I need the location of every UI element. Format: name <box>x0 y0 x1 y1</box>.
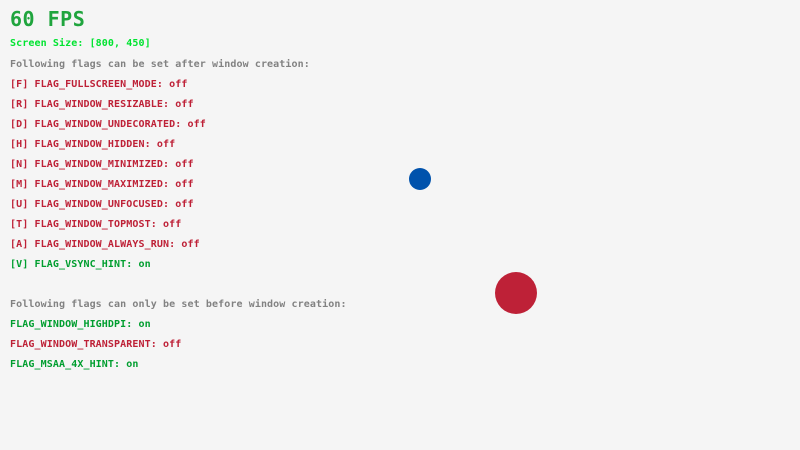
red-ball <box>495 272 537 314</box>
fps-counter: 60 FPS <box>10 7 86 31</box>
flag-window-hidden: [H] FLAG_WINDOW_HIDDEN: off <box>10 139 176 150</box>
flag-window-maximized: [M] FLAG_WINDOW_MAXIMIZED: off <box>10 179 194 190</box>
flag-window-always-run: [A] FLAG_WINDOW_ALWAYS_RUN: off <box>10 239 200 250</box>
flag-vsync-hint: [V] FLAG_VSYNC_HINT: on <box>10 259 151 270</box>
flag-window-resizable: [R] FLAG_WINDOW_RESIZABLE: off <box>10 99 194 110</box>
screen-size-label: Screen Size: [800, 450] <box>10 38 151 49</box>
blue-ball <box>409 168 431 190</box>
flag-window-topmost: [T] FLAG_WINDOW_TOPMOST: off <box>10 219 182 230</box>
section-header-after-creation: Following flags can be set after window … <box>10 59 310 70</box>
flag-window-transparent: FLAG_WINDOW_TRANSPARENT: off <box>10 339 182 350</box>
flag-window-undecorated: [D] FLAG_WINDOW_UNDECORATED: off <box>10 119 206 130</box>
flag-fullscreen-mode: [F] FLAG_FULLSCREEN_MODE: off <box>10 79 188 90</box>
flag-window-highdpi: FLAG_WINDOW_HIGHDPI: on <box>10 319 151 330</box>
flag-window-minimized: [N] FLAG_WINDOW_MINIMIZED: off <box>10 159 194 170</box>
flag-msaa-4x-hint: FLAG_MSAA_4X_HINT: on <box>10 359 139 370</box>
flag-window-unfocused: [U] FLAG_WINDOW_UNFOCUSED: off <box>10 199 194 210</box>
section-header-before-creation: Following flags can only be set before w… <box>10 299 347 310</box>
